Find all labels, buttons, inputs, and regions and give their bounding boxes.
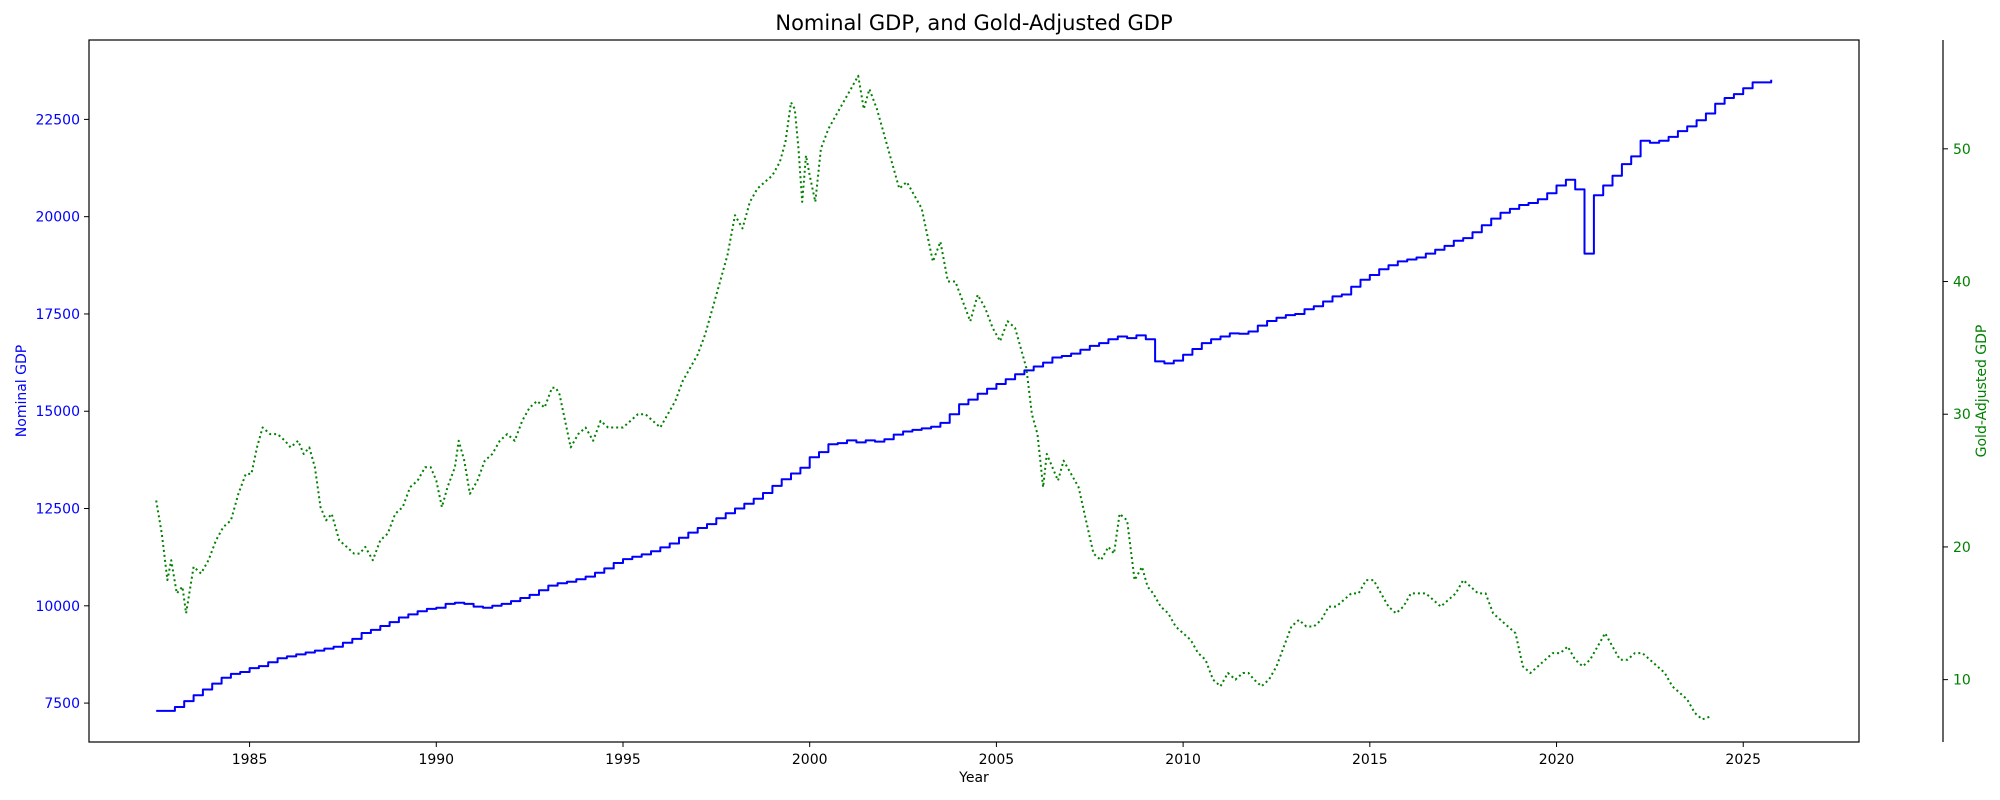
x-tick-label: 1990	[418, 752, 454, 768]
x-axis: 1985 1990 1995 2000 2005 2010 2015 2020 2025	[232, 742, 1761, 768]
left-tick-label: 10000	[35, 599, 80, 615]
left-tick-label: 17500	[35, 307, 80, 323]
left-tick-label: 22500	[35, 112, 80, 128]
left-tick-label: 15000	[35, 404, 80, 420]
left-axis-title: Nominal GDP	[14, 345, 30, 437]
right-tick-label: 30	[1953, 407, 1971, 423]
x-tick-label: 1995	[605, 752, 641, 768]
x-tick-label: 2005	[979, 752, 1015, 768]
x-tick-label: 2010	[1165, 752, 1201, 768]
x-axis-title: Year	[958, 770, 989, 786]
x-tick-label: 2025	[1725, 752, 1761, 768]
nominal-gdp-line	[156, 79, 1773, 712]
right-axis: 10 20 30 40 50	[1942, 40, 1971, 742]
x-tick-label: 2000	[792, 752, 828, 768]
right-tick-label: 50	[1953, 142, 1971, 158]
right-tick-label: 40	[1953, 275, 1971, 291]
x-tick-label: 1985	[232, 752, 268, 768]
plot-frame	[88, 39, 1860, 743]
right-axis-title: Gold-Adjusted GDP	[1974, 325, 1990, 458]
plot-area	[88, 39, 1860, 743]
x-tick-label: 2015	[1352, 752, 1388, 768]
chart-title: Nominal GDP, and Gold-Adjusted GDP	[775, 11, 1172, 35]
series-layer	[155, 74, 1773, 721]
x-tick-label: 2020	[1539, 752, 1575, 768]
left-axis: 7500 10000 12500 15000 17500 20000 22500	[35, 112, 89, 712]
left-tick-label: 12500	[35, 502, 80, 518]
right-tick-label: 10	[1953, 673, 1971, 689]
right-tick-label: 20	[1953, 540, 1971, 556]
left-tick-label: 7500	[44, 696, 80, 712]
left-tick-label: 20000	[35, 210, 80, 226]
